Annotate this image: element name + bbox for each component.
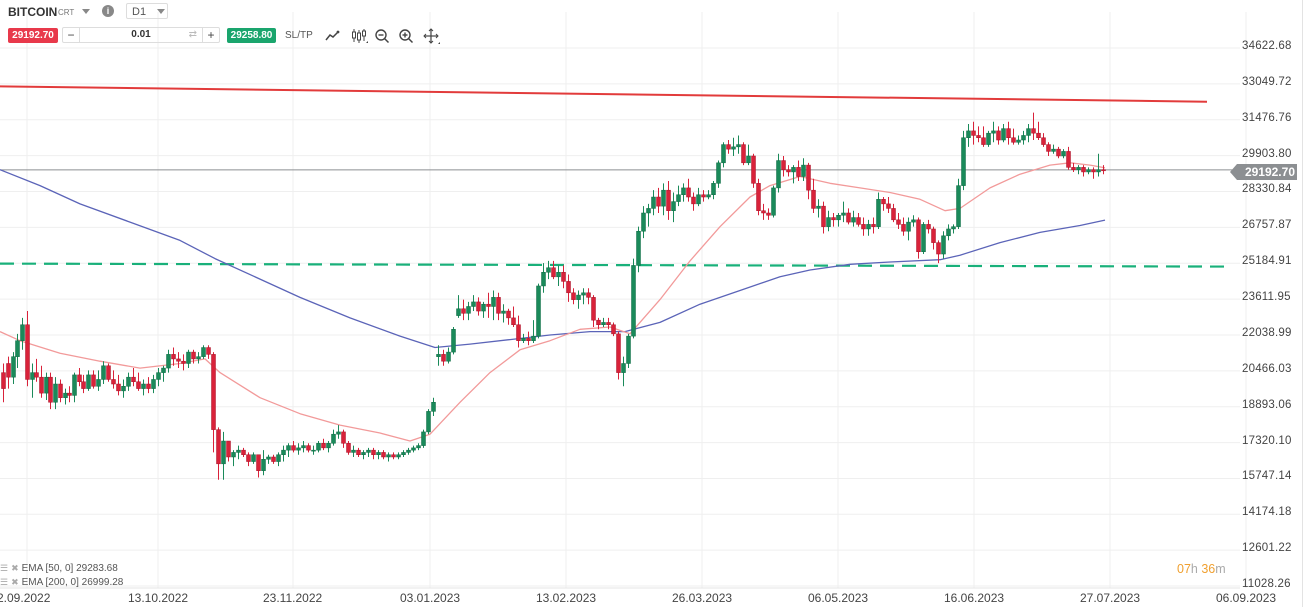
time-axis-label: 13.10.2022 [128, 591, 189, 605]
price-axis-label: 14174.18 [1242, 506, 1292, 519]
ema50-label: EMA [50, 0] 29283.68 [21, 563, 118, 574]
symbol-name[interactable]: BITCOIN [8, 5, 58, 19]
legend-ema200: ☰ ✖ EMA [200, 0] 26999.28 [0, 577, 123, 588]
price-axis-label: 20466.03 [1242, 362, 1292, 375]
time-axis-label: 26.03.2023 [672, 591, 733, 605]
time-axis-label: 06.09.2023 [1216, 591, 1277, 605]
settings-icon[interactable]: ☰ [0, 577, 9, 587]
time-axis-label: 06.05.2023 [808, 591, 869, 605]
symbol-dropdown-chevron-icon[interactable] [82, 9, 90, 14]
price-axis-label: 25184.91 [1242, 255, 1292, 268]
legend-ema50: ☰ ✖ EMA [50, 0] 29283.68 [0, 563, 118, 574]
price-axis-label: 31476.76 [1242, 111, 1292, 124]
price-axis-label: 33049.72 [1242, 75, 1292, 88]
zoom-in-icon[interactable] [397, 27, 415, 45]
time-axis-label: 23.11.2022 [263, 591, 323, 605]
increase-quantity-button[interactable]: + [202, 28, 219, 42]
price-axis-label: 18893.06 [1242, 398, 1292, 411]
candle-countdown: 07h 36m [1177, 562, 1226, 576]
symbol-type: CRT [58, 8, 75, 17]
price-axis-label: 26757.87 [1242, 219, 1292, 232]
time-axis-label: 27.07.2023 [1080, 591, 1141, 605]
timeframe-select[interactable]: D1 [126, 3, 168, 19]
buy-button[interactable]: 29258.80 [227, 28, 276, 43]
quantity-input[interactable]: 0.01 [131, 29, 151, 40]
candlesticks [1, 112, 1106, 480]
info-icon[interactable]: i [102, 5, 114, 17]
price-axis-label: 17320.10 [1242, 434, 1292, 447]
quantity-stepper: − 0.01 ⇄ + [62, 27, 220, 43]
price-axis-label: 12601.22 [1242, 542, 1292, 555]
chart-grid [0, 12, 1247, 589]
timeframe-value: D1 [132, 6, 147, 18]
remove-indicator-icon[interactable]: ✖ [11, 577, 19, 587]
sltp-button[interactable]: SL/TP [285, 30, 313, 41]
price-axis-label: 11028.26 [1242, 578, 1291, 591]
line-chart-icon[interactable] [324, 27, 342, 45]
zoom-out-icon[interactable] [373, 27, 391, 45]
chart-lines [0, 85, 1237, 442]
price-axis-label: 29903.80 [1242, 147, 1292, 160]
price-axis-label: 22038.99 [1242, 326, 1292, 339]
toolbar: BITCOIN CRT i D1 29192.70 − 0.01 ⇄ + 292… [0, 0, 1230, 50]
swap-icon[interactable]: ⇄ [188, 29, 197, 40]
price-axis-label: 15747.14 [1242, 470, 1292, 483]
time-axis-label: 2.09.2022 [0, 591, 51, 605]
time-axis-label: 13.02.2023 [536, 591, 597, 605]
price-axis-label: 28330.84 [1242, 183, 1292, 196]
price-axis-scrollbar[interactable] [1302, 0, 1303, 607]
price-axis-label: 34622.68 [1242, 40, 1292, 52]
current-price-tag: 29192.70 [1230, 164, 1297, 180]
remove-indicator-icon[interactable]: ✖ [11, 563, 19, 573]
sell-button[interactable]: 29192.70 [8, 28, 58, 43]
price-axis-label: 23611.95 [1242, 291, 1291, 304]
move-icon[interactable] [422, 27, 440, 45]
settings-icon[interactable]: ☰ [0, 563, 9, 573]
time-axis-label: 03.01.2023 [400, 591, 461, 605]
time-axis-label: 16.06.2023 [944, 591, 1005, 605]
ema200-label: EMA [200, 0] 26999.28 [21, 577, 124, 588]
candlestick-icon[interactable] [350, 27, 368, 45]
chevron-down-icon [157, 9, 165, 14]
decrease-quantity-button[interactable]: − [63, 28, 80, 42]
